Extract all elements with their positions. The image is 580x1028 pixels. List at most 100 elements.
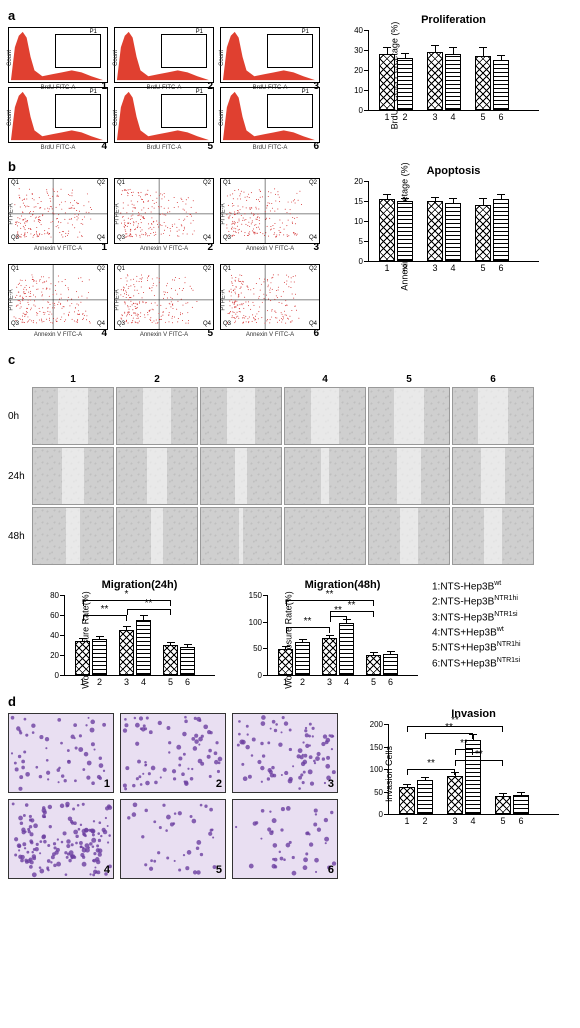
panel-b: b Q1Q2Q3Q4Annexin V FITC-API PE-A1Q1Q2Q3… (8, 159, 320, 330)
flow-scatter-1: Q1Q2Q3Q4Annexin V FITC-API PE-A1 (8, 178, 108, 244)
panel-a-grid: P1BrdU FITC-ACount1P1BrdU FITC-ACount2P1… (8, 27, 320, 143)
bar-5 (366, 655, 381, 675)
wound-image-0h-3 (200, 387, 282, 445)
wound-col-4: 4 (284, 374, 366, 385)
flow-histogram-4: P1BrdU FITC-ACount4 (8, 87, 108, 143)
bar-2 (295, 642, 310, 675)
bar-2 (397, 58, 413, 110)
legend-item-2: 2:NTS-Hep3BNTR1hi (432, 594, 521, 609)
panel-c-grid: 1234560h24h48h (8, 371, 572, 565)
wound-image-0h-1 (32, 387, 114, 445)
bar-1 (75, 641, 90, 675)
chart-title: Migration(24h) (64, 579, 215, 591)
chart-migration-48h: Migration(48h)Wound Closure Rate(%)05010… (237, 579, 418, 676)
chart-title: Migration(48h) (267, 579, 418, 591)
wound-image-24h-1 (32, 447, 114, 505)
bar-1 (379, 199, 395, 261)
bar-4 (445, 203, 461, 261)
chart-invasion: InvasionInvasion Cells050100150200123456… (358, 708, 559, 815)
bar-6 (513, 795, 529, 814)
bar-6 (493, 60, 509, 110)
flow-scatter-4: Q1Q2Q3Q4Annexin V FITC-API PE-A4 (8, 264, 108, 330)
bar-1 (278, 649, 293, 675)
flow-scatter-2: Q1Q2Q3Q4Annexin V FITC-API PE-A2 (114, 178, 214, 244)
wound-image-24h-4 (284, 447, 366, 505)
invasion-image-6: 6 (232, 799, 338, 879)
wound-col-6: 6 (452, 374, 534, 385)
wound-image-48h-3 (200, 507, 282, 565)
panel-c-label: c (8, 352, 572, 367)
bar-5 (163, 645, 178, 675)
invasion-image-4: 4 (8, 799, 114, 879)
chart-apoptosis: ApoptosisAnnexin V⁺ Cells Percetage (%)0… (338, 165, 539, 262)
wound-image-48h-1 (32, 507, 114, 565)
panel-b-label: b (8, 159, 320, 174)
wound-image-48h-4 (284, 507, 366, 565)
bar-2 (92, 639, 107, 675)
bar-2 (397, 201, 413, 261)
flow-histogram-1: P1BrdU FITC-ACount1 (8, 27, 108, 83)
bar-4 (445, 54, 461, 110)
bar-3 (119, 630, 134, 675)
bar-3 (427, 201, 443, 261)
wound-image-24h-2 (116, 447, 198, 505)
bar-5 (475, 56, 491, 110)
flow-histogram-5: P1BrdU FITC-ACount5 (114, 87, 214, 143)
panel-a-label: a (8, 8, 320, 23)
bar-5 (475, 205, 491, 261)
bar-6 (383, 654, 398, 675)
legend-item-1: 1:NTS-Hep3Bwt (432, 579, 521, 594)
flow-histogram-2: P1BrdU FITC-ACount2 (114, 27, 214, 83)
bar-2 (417, 780, 433, 814)
invasion-image-2: 2 (120, 713, 226, 793)
invasion-image-1: 1 (8, 713, 114, 793)
panel-c: c 1234560h24h48h (8, 352, 572, 565)
flow-scatter-5: Q1Q2Q3Q4Annexin V FITC-API PE-A5 (114, 264, 214, 330)
bar-4 (136, 620, 151, 675)
bar-5 (495, 796, 511, 814)
wound-image-24h-5 (368, 447, 450, 505)
bar-6 (493, 199, 509, 261)
chart-title: Apoptosis (368, 165, 539, 177)
panel-d-label: d (8, 694, 338, 709)
wound-col-1: 1 (32, 374, 114, 385)
conditions-legend: 1:NTS-Hep3Bwt2:NTS-Hep3BNTR1hi3:NTS-Hep3… (432, 579, 521, 671)
chart-title: Invasion (388, 708, 559, 720)
bar-1 (399, 787, 415, 814)
panel-b-grid: Q1Q2Q3Q4Annexin V FITC-API PE-A1Q1Q2Q3Q4… (8, 178, 320, 330)
wound-col-2: 2 (116, 374, 198, 385)
legend-item-4: 4:NTS+Hep3Bwt (432, 625, 521, 640)
bar-3 (447, 776, 463, 814)
invasion-image-5: 5 (120, 799, 226, 879)
chart-migration-24h: Migration(24h)Wound Closure Rate(%)02040… (34, 579, 215, 676)
wound-image-0h-6 (452, 387, 534, 445)
wound-image-48h-5 (368, 507, 450, 565)
chart-proliferation: ProliferationBrdU⁺ Cells Percetage (%)01… (338, 14, 539, 111)
wound-row-24h: 24h (8, 447, 30, 505)
wound-col-5: 5 (368, 374, 450, 385)
legend-item-3: 3:NTS-Hep3BNTR1si (432, 610, 521, 625)
panel-d: d 123 456 (8, 694, 338, 879)
panel-a: a P1BrdU FITC-ACount1P1BrdU FITC-ACount2… (8, 8, 320, 143)
panel-d-grid: 123 456 (8, 713, 338, 879)
invasion-image-3: 3 (232, 713, 338, 793)
wound-image-24h-3 (200, 447, 282, 505)
flow-scatter-6: Q1Q2Q3Q4Annexin V FITC-API PE-A6 (220, 264, 320, 330)
legend-item-6: 6:NTS+Hep3BNTR1si (432, 656, 521, 671)
bar-3 (322, 638, 337, 675)
bar-4 (339, 623, 354, 675)
flow-histogram-6: P1BrdU FITC-ACount6 (220, 87, 320, 143)
wound-image-48h-6 (452, 507, 534, 565)
flow-histogram-3: P1BrdU FITC-ACount3 (220, 27, 320, 83)
bar-3 (427, 52, 443, 110)
wound-image-24h-6 (452, 447, 534, 505)
wound-col-3: 3 (200, 374, 282, 385)
legend-item-5: 5:NTS+Hep3BNTR1hi (432, 640, 521, 655)
wound-image-0h-2 (116, 387, 198, 445)
wound-row-0h: 0h (8, 387, 30, 445)
wound-image-48h-2 (116, 507, 198, 565)
flow-scatter-3: Q1Q2Q3Q4Annexin V FITC-API PE-A3 (220, 178, 320, 244)
bar-1 (379, 54, 395, 110)
bar-6 (180, 647, 195, 675)
wound-image-0h-5 (368, 387, 450, 445)
